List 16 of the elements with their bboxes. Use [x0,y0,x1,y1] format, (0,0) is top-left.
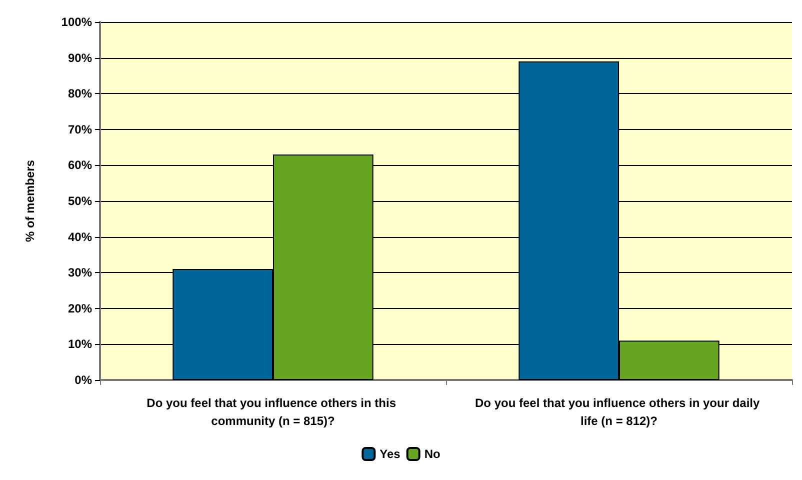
y-tick-label: 20% [68,301,92,316]
y-tick-label: 90% [68,50,92,65]
y-axis-title: % of members [23,160,37,242]
legend-label: Yes [380,447,401,461]
y-tick-label: 70% [68,122,92,136]
y-tick-label: 60% [68,158,92,172]
y-tick-label: 0% [74,373,92,387]
y-tick-label: 100% [61,15,92,29]
y-tick-label: 30% [68,266,92,280]
y-tick-label: 40% [68,230,92,244]
y-tick-label: 10% [68,337,92,352]
y-tick-label: 50% [68,194,92,208]
x-tick-label: Do you feel that you influence others in your daily life (n = 812)? [474,396,764,428]
y-tick-label: 80% [68,86,92,101]
x-tick-label: Do you feel that you influence others in this community (n = 815)? [146,396,400,428]
legend-label: No [424,447,440,461]
